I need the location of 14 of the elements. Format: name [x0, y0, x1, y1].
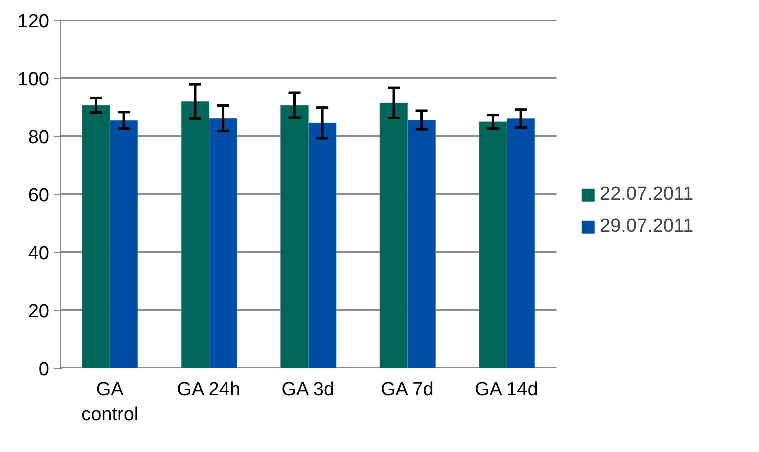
y-tick-label: 120	[18, 12, 50, 32]
y-tick-label: 100	[18, 70, 50, 90]
legend-label: 22.07.2011	[600, 184, 694, 206]
x-tick-label: GA 3d	[282, 380, 335, 400]
x-tick-label: GA 7d	[380, 380, 434, 400]
legend-label: 29.07.2011	[600, 216, 694, 238]
y-tick-label: 20	[28, 302, 50, 322]
x-tick-label: GA 24h	[177, 380, 241, 400]
x-tick-label: GA 14d	[474, 380, 538, 400]
y-tick-label: 40	[28, 244, 50, 264]
x-tick-label: GA control	[82, 380, 139, 426]
y-tick-label: 80	[28, 128, 50, 148]
y-tick-label: 0	[38, 360, 50, 380]
y-tick-label: 60	[28, 186, 50, 206]
